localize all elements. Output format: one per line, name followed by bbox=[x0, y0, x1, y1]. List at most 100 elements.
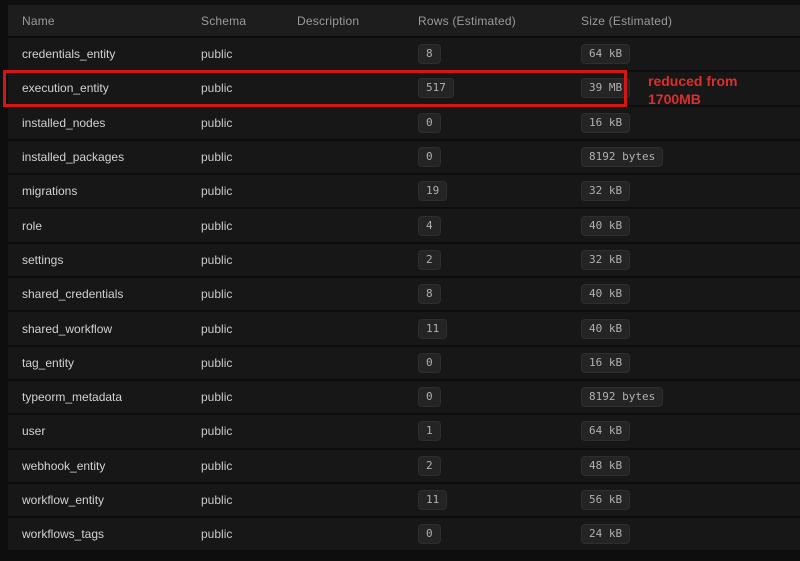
cell-table-name: typeorm_metadata bbox=[22, 390, 123, 405]
cell-size: 56 kB bbox=[567, 490, 800, 510]
cell-schema: public bbox=[201, 527, 233, 542]
cell-rows: 0 bbox=[404, 387, 567, 408]
cell-size: 39 MB bbox=[567, 78, 800, 99]
cell-size: 24 kB bbox=[567, 524, 800, 545]
size-badge: 40 kB bbox=[581, 284, 631, 305]
cell-table-name: migrations bbox=[22, 184, 78, 199]
table-row[interactable]: settings public 2 32 kB bbox=[8, 243, 800, 279]
cell-size: 40 kB bbox=[567, 215, 800, 236]
cell-table-name: workflow_entity bbox=[22, 493, 105, 507]
cell-schema: public bbox=[201, 493, 233, 507]
rows-count-badge: 11 bbox=[418, 490, 448, 510]
rows-count-badge: 11 bbox=[418, 318, 448, 339]
cell-rows: 11 bbox=[404, 490, 567, 510]
cell-schema: public bbox=[201, 355, 233, 370]
cell-table-name: credentials_entity bbox=[22, 47, 116, 62]
column-header-description: Description bbox=[297, 13, 360, 28]
size-badge: 8192 bytes bbox=[581, 147, 664, 168]
rows-count-badge: 8 bbox=[418, 44, 441, 65]
size-badge: 24 kB bbox=[581, 524, 631, 545]
cell-schema: public bbox=[201, 218, 233, 233]
cell-size: 48 kB bbox=[567, 455, 800, 476]
column-header-schema: Schema bbox=[201, 13, 247, 28]
size-badge: 64 kB bbox=[581, 421, 631, 442]
table-row[interactable]: role public 4 40 kB bbox=[8, 209, 800, 244]
table-row[interactable]: workflows_tags public 0 24 kB bbox=[8, 518, 800, 553]
cell-schema: public bbox=[201, 81, 233, 96]
size-badge: 40 kB bbox=[581, 318, 631, 339]
table-header-row: Name Schema Description Rows (Estimated)… bbox=[8, 5, 800, 38]
table-row[interactable]: execution_entity public 517 39 MB bbox=[8, 72, 800, 107]
cell-size: 16 kB bbox=[567, 112, 800, 133]
cell-table-name: tag_entity bbox=[22, 355, 75, 370]
size-badge: 8192 bytes bbox=[581, 387, 664, 408]
size-badge: 32 kB bbox=[581, 181, 631, 202]
cell-table-name: webhook_entity bbox=[22, 458, 106, 473]
cell-rows: 0 bbox=[404, 352, 567, 373]
table-row[interactable]: user public 1 64 kB bbox=[8, 415, 800, 450]
rows-count-badge: 2 bbox=[418, 455, 441, 476]
rows-count-badge: 4 bbox=[418, 215, 441, 236]
column-header-name: Name bbox=[22, 13, 55, 28]
cell-size: 40 kB bbox=[567, 318, 800, 339]
table-row[interactable]: typeorm_metadata public 0 8192 bytes bbox=[8, 380, 800, 416]
cell-rows: 2 bbox=[404, 455, 567, 476]
cell-table-name: role bbox=[22, 218, 43, 233]
cell-rows: 0 bbox=[404, 112, 567, 133]
table-row[interactable]: tag_entity public 0 16 kB bbox=[8, 346, 800, 381]
cell-schema: public bbox=[201, 321, 233, 336]
cell-schema: public bbox=[201, 150, 233, 165]
cell-rows: 2 bbox=[404, 249, 567, 270]
cell-table-name: shared_workflow bbox=[22, 321, 113, 336]
size-badge: 16 kB bbox=[581, 112, 631, 133]
size-badge: 48 kB bbox=[581, 455, 631, 476]
table-body: credentials_entity public 8 64 kB execut… bbox=[8, 38, 800, 553]
cell-schema: public bbox=[201, 424, 233, 439]
table-row[interactable]: migrations public 19 32 kB bbox=[8, 175, 800, 210]
rows-count-badge: 2 bbox=[418, 249, 441, 270]
table-row[interactable]: workflow_entity public 11 56 kB bbox=[8, 483, 800, 519]
cell-schema: public bbox=[201, 47, 233, 62]
size-badge: 40 kB bbox=[581, 215, 631, 236]
cell-table-name: settings bbox=[22, 252, 64, 267]
cell-table-name: shared_credentials bbox=[22, 287, 124, 302]
cell-rows: 1 bbox=[404, 421, 567, 442]
rows-count-badge: 1 bbox=[418, 421, 441, 442]
table-row[interactable]: installed_packages public 0 8192 bytes bbox=[8, 140, 800, 176]
size-badge: 16 kB bbox=[581, 352, 631, 373]
table-row[interactable]: installed_nodes public 0 16 kB bbox=[8, 106, 800, 141]
table-row[interactable]: shared_workflow public 11 40 kB bbox=[8, 312, 800, 347]
size-badge: 56 kB bbox=[581, 490, 631, 510]
size-badge: 64 kB bbox=[581, 44, 631, 65]
cell-size: 32 kB bbox=[567, 249, 800, 270]
cell-size: 8192 bytes bbox=[567, 147, 800, 168]
cell-table-name: execution_entity bbox=[22, 81, 109, 96]
cell-rows: 8 bbox=[404, 44, 567, 65]
cell-rows: 19 bbox=[404, 181, 567, 202]
cell-rows: 0 bbox=[404, 524, 567, 545]
cell-rows: 517 bbox=[404, 78, 567, 99]
cell-schema: public bbox=[201, 458, 233, 473]
table-row[interactable]: credentials_entity public 8 64 kB bbox=[8, 38, 800, 73]
cell-schema: public bbox=[201, 390, 233, 405]
table-row[interactable]: shared_credentials public 8 40 kB bbox=[8, 278, 800, 313]
cell-schema: public bbox=[201, 252, 233, 267]
column-header-size: Size (Estimated) bbox=[581, 13, 673, 28]
cell-size: 64 kB bbox=[567, 421, 800, 442]
cell-size: 32 kB bbox=[567, 181, 800, 202]
rows-count-badge: 0 bbox=[418, 112, 441, 133]
cell-schema: public bbox=[201, 184, 233, 199]
cell-size: 64 kB bbox=[567, 44, 800, 65]
cell-table-name: user bbox=[22, 424, 46, 439]
rows-count-badge: 0 bbox=[418, 352, 441, 373]
column-header-rows: Rows (Estimated) bbox=[418, 13, 516, 28]
table-row[interactable]: webhook_entity public 2 48 kB bbox=[8, 449, 800, 484]
cell-size: 16 kB bbox=[567, 352, 800, 373]
cell-rows: 4 bbox=[404, 215, 567, 236]
cell-rows: 0 bbox=[404, 147, 567, 168]
cell-table-name: workflows_tags bbox=[22, 527, 105, 542]
cell-rows: 8 bbox=[404, 284, 567, 305]
tables-list: Name Schema Description Rows (Estimated)… bbox=[8, 5, 800, 553]
cell-schema: public bbox=[201, 115, 233, 130]
